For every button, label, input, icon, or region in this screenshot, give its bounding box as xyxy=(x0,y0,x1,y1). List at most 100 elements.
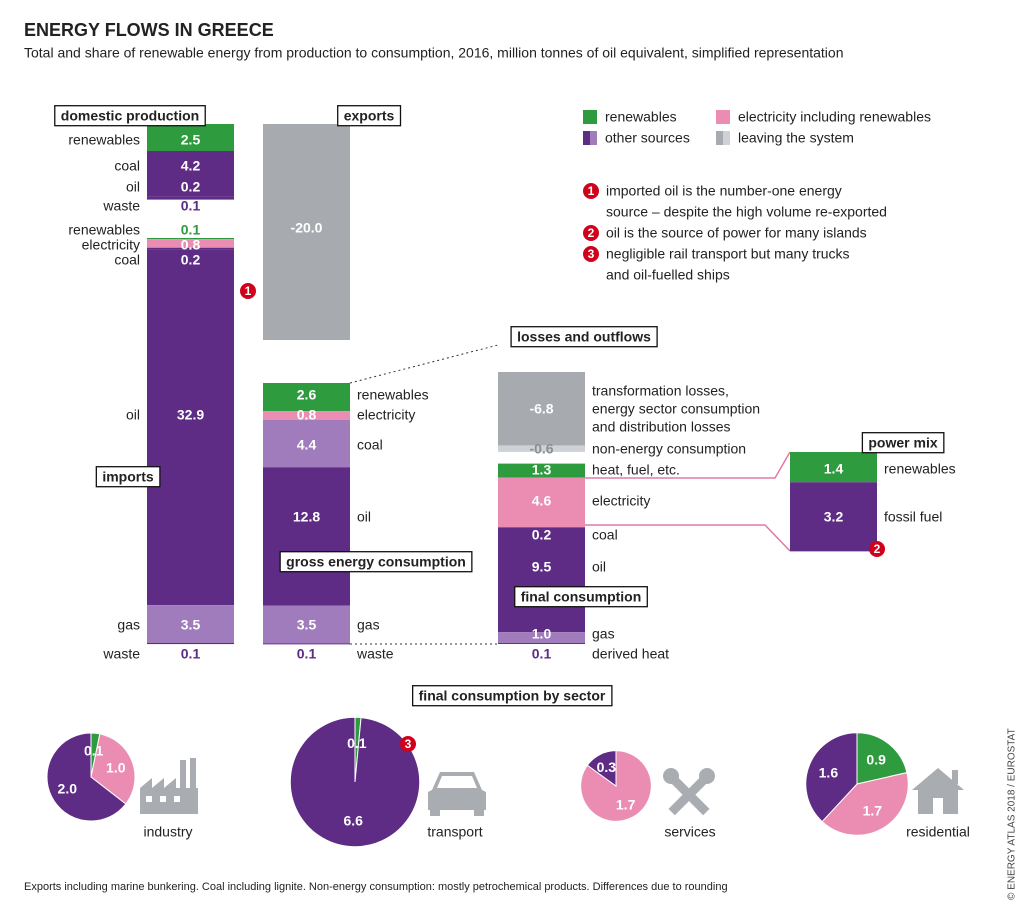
value-label: 0.8 xyxy=(181,237,201,253)
section-title-frame xyxy=(95,466,161,488)
row-label: electricity xyxy=(82,237,140,253)
note-text: negligible rail transport but many truck… xyxy=(606,246,850,262)
value-label: 0.2 xyxy=(532,527,552,543)
note-text: and oil-fuelled ships xyxy=(606,267,730,283)
section-title-text: power mix xyxy=(868,435,937,451)
sector-label: residential xyxy=(906,824,970,840)
value-label: 4.4 xyxy=(297,437,317,453)
bar-segment xyxy=(498,372,585,446)
footnote: Exports including marine bunkering. Coal… xyxy=(24,881,728,893)
note-marker-circle xyxy=(583,183,599,199)
pie-value: 0.3 xyxy=(597,759,617,775)
pie-value: 0.9 xyxy=(866,752,886,768)
bar-segment xyxy=(147,196,234,199)
section-title-frame xyxy=(510,326,658,348)
row-label: waste xyxy=(102,646,140,662)
value-label: 4.6 xyxy=(532,493,552,509)
tools-icon xyxy=(663,768,715,816)
value-label: 12.8 xyxy=(293,509,320,525)
value-label: 0.8 xyxy=(297,407,317,423)
note-marker-circle xyxy=(240,283,256,299)
section-title-text: exports xyxy=(344,108,395,124)
section-title: power mix xyxy=(861,432,945,454)
legend-swatch xyxy=(583,110,597,124)
note-marker-circle xyxy=(583,246,599,262)
bar-segment xyxy=(263,643,350,645)
pie-value: 1.7 xyxy=(863,802,883,818)
bar-segment xyxy=(147,605,234,643)
value-label: 2.6 xyxy=(297,387,317,403)
bar-segment xyxy=(147,249,234,606)
bar-segment xyxy=(263,605,350,644)
title: ENERGY FLOWS IN GREECE xyxy=(24,20,274,40)
row-label: non-energy consumption xyxy=(592,441,746,457)
row-label: waste xyxy=(356,646,394,662)
section-title-frame xyxy=(279,551,473,573)
house-icon xyxy=(912,768,964,814)
row-label: renewables xyxy=(884,461,956,477)
pie-value: 1.0 xyxy=(106,760,126,776)
bar-segment xyxy=(498,529,585,633)
row-label: coal xyxy=(592,527,618,543)
value-label: -20.0 xyxy=(291,220,323,236)
row-label: oil xyxy=(357,509,371,525)
bar-segment xyxy=(147,151,234,197)
section-title-text: final consumption by sector xyxy=(419,688,606,704)
row-label: renewables xyxy=(68,222,140,238)
pie-slice xyxy=(856,732,908,785)
row-label: renewables xyxy=(68,132,140,148)
section-title-frame xyxy=(411,685,613,707)
note-marker: 1 xyxy=(588,184,595,198)
legend-label: other sources xyxy=(605,130,690,146)
legend-label: electricity including renewables xyxy=(738,109,931,125)
icons xyxy=(140,758,964,816)
value-label: 2.5 xyxy=(181,132,201,148)
row-label: waste xyxy=(102,198,140,214)
row-label: oil xyxy=(126,407,140,423)
pie-value: 1.7 xyxy=(616,797,636,813)
bar-segment xyxy=(147,247,234,250)
pie-value: 0.1 xyxy=(347,735,367,751)
note-marker: 1 xyxy=(245,284,252,298)
section-title-text: imports xyxy=(102,469,154,485)
legend-label: leaving the system xyxy=(738,130,854,146)
row-label: renewables xyxy=(357,387,429,403)
row-label: electricity xyxy=(592,493,650,509)
pie-slice xyxy=(805,732,858,823)
sector-label: transport xyxy=(427,824,482,840)
pie-slice xyxy=(90,733,136,805)
value-label: 0.1 xyxy=(181,198,201,214)
bar-segment xyxy=(498,642,585,644)
row-label: coal xyxy=(357,437,383,453)
row-label: gas xyxy=(592,626,615,642)
row-label: oil xyxy=(592,559,606,575)
value-label: 0.1 xyxy=(181,222,201,238)
sector-label: industry xyxy=(143,824,192,840)
row-label: oil xyxy=(126,179,140,195)
note-marker: 2 xyxy=(874,542,881,556)
value-label: 9.5 xyxy=(532,559,552,575)
value-label: 0.1 xyxy=(181,646,201,662)
section-title-text: final consumption xyxy=(521,589,642,605)
row-label: energy sector consumption xyxy=(592,401,760,417)
bar-segment xyxy=(498,463,585,478)
subtitle: Total and share of renewable energy from… xyxy=(24,45,843,61)
legend-swatch xyxy=(716,131,723,145)
legend-swatch xyxy=(583,131,590,145)
legend-swatch xyxy=(716,110,730,124)
legend-swatch xyxy=(590,131,597,145)
row-label: heat, fuel, etc. xyxy=(592,462,680,478)
section-title: domestic production xyxy=(54,105,206,127)
connectors xyxy=(349,344,791,645)
note-text: source – despite the high volume re-expo… xyxy=(606,204,887,220)
section-title-frame xyxy=(861,432,945,454)
value-label: 3.5 xyxy=(297,617,317,633)
pink-connector xyxy=(585,451,791,479)
section-title: losses and outflows xyxy=(510,326,658,348)
note-text: oil is the source of power for many isla… xyxy=(606,225,867,241)
section-title-text: domestic production xyxy=(61,108,199,124)
bar-segment xyxy=(263,411,350,420)
credit: © ENERGY ATLAS 2018 / EUROSTAT xyxy=(1007,728,1018,900)
value-label: 3.2 xyxy=(824,509,844,525)
